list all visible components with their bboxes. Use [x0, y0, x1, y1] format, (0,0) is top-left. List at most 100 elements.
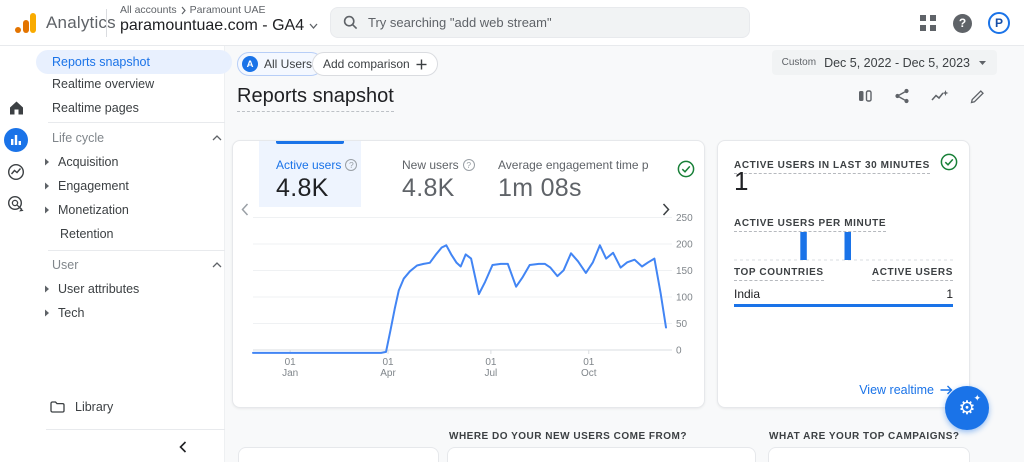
svg-text:Apr: Apr — [380, 368, 396, 379]
page-title: Reports snapshot — [237, 85, 394, 112]
sidebar-item-realtime-overview[interactable]: Realtime overview — [52, 77, 155, 91]
header-divider — [106, 9, 107, 37]
add-comparison-button[interactable]: Add comparison — [312, 52, 438, 76]
advertising-icon[interactable] — [4, 192, 28, 216]
svg-text:01: 01 — [583, 357, 595, 368]
country-bar — [734, 304, 953, 307]
fab-gear-icon: ⚙ — [958, 397, 976, 419]
sidebar-item-realtime-pages[interactable]: Realtime pages — [52, 101, 139, 115]
sidebar-item-library[interactable]: Library — [50, 400, 113, 414]
view-realtime-link[interactable]: View realtime — [859, 383, 953, 397]
tabs-scroll-left-icon[interactable] — [241, 203, 249, 216]
share-icon[interactable] — [894, 88, 910, 104]
home-icon[interactable] — [4, 96, 28, 120]
active-users-header: ACTIVE USERS — [871, 267, 953, 281]
sidebar-item-retention[interactable]: Retention — [44, 227, 114, 241]
nav-rail: ⚙ — [0, 46, 32, 462]
add-comparison-label: Add comparison — [323, 57, 410, 71]
expand-arrow-icon — [45, 309, 49, 317]
avatar[interactable]: P — [988, 12, 1010, 34]
chevron-up-icon — [212, 135, 222, 141]
sidebar-item-monetization[interactable]: Monetization — [44, 203, 129, 217]
search-placeholder: Try searching "add web stream" — [368, 15, 552, 30]
section-user[interactable]: User — [52, 258, 222, 272]
breadcrumb-root: All accounts — [120, 4, 177, 16]
explore-icon[interactable] — [4, 160, 28, 184]
segment-chip-all-users[interactable]: A All Users — [237, 52, 324, 76]
realtime-card: ACTIVE USERS IN LAST 30 MINUTES 1 ACTIVE… — [717, 140, 970, 408]
sidebar-item-acquisition[interactable]: Acquisition — [44, 155, 118, 169]
property-caret-icon — [309, 23, 318, 29]
data-quality-check-icon[interactable] — [677, 160, 695, 178]
new-users-section-header: WHERE DO YOUR NEW USERS COME FROM? — [449, 431, 687, 442]
analytics-logo[interactable]: Analytics — [14, 11, 116, 35]
svg-text:01: 01 — [285, 357, 297, 368]
sub-item-label: Acquisition — [58, 155, 119, 169]
bottom-card-new-users — [447, 447, 756, 462]
sidebar-item-user-attributes[interactable]: User attributes — [44, 282, 139, 296]
svg-text:Jan: Jan — [282, 368, 298, 379]
date-caret-icon — [979, 60, 986, 65]
top-countries-header: TOP COUNTRIES — [734, 267, 824, 281]
expand-arrow-icon — [45, 182, 49, 190]
sidebar-item-tech[interactable]: Tech — [44, 306, 84, 320]
help-glyph: ? — [958, 16, 967, 30]
property-name: paramountuae.com - GA4 — [120, 17, 305, 34]
country-name: India — [734, 287, 761, 301]
metric-tab-new-users[interactable]: New users ? 4.8K — [381, 141, 481, 207]
sub-item-label: Tech — [58, 306, 85, 320]
metric-tab-avg-engagement[interactable]: Average engagement time per active us 1m… — [491, 141, 649, 207]
svg-text:200: 200 — [676, 240, 693, 251]
metric-help-icon[interactable]: ? — [345, 159, 358, 171]
edit-comparisons-icon[interactable] — [857, 88, 873, 104]
metric-value: 4.8K — [276, 174, 329, 202]
bottom-card-campaigns — [768, 447, 970, 462]
metric-value: 4.8K — [402, 174, 455, 202]
reports-icon[interactable] — [4, 128, 28, 152]
per-minute-label: ACTIVE USERS PER MINUTE — [734, 218, 887, 232]
sub-item-label: Monetization — [58, 203, 129, 217]
svg-text:Jul: Jul — [484, 368, 497, 379]
metric-label: Active users — [276, 158, 342, 172]
reports-sidebar: Reports snapshot Realtime overview Realt… — [32, 46, 232, 462]
svg-text:Oct: Oct — [581, 368, 597, 379]
section-label: User — [52, 258, 79, 272]
property-selector[interactable]: All accounts Paramount UAE paramountuae.… — [120, 4, 318, 35]
overview-metrics-card: Active users ? 4.8K New users ? 4.8K Ave… — [232, 140, 705, 408]
realtime-title: ACTIVE USERS IN LAST 30 MINUTES — [734, 160, 930, 174]
search-input[interactable]: Try searching "add web stream" — [330, 7, 750, 38]
svg-text:150: 150 — [676, 266, 693, 277]
section-life-cycle[interactable]: Life cycle — [52, 131, 222, 145]
metric-tab-active-users[interactable]: Active users ? 4.8K — [259, 141, 361, 207]
fab-sparkle-icon: ✦ — [973, 393, 981, 403]
expand-arrow-icon — [45, 158, 49, 166]
segment-chip-label: All Users — [264, 57, 313, 71]
sub-item-label: User attributes — [58, 282, 140, 296]
expand-arrow-icon — [45, 206, 49, 214]
metric-value: 1m 08s — [498, 174, 582, 202]
help-icon[interactable]: ? — [953, 13, 972, 33]
segment-a-badge: A — [242, 56, 258, 72]
sidebar-item-engagement[interactable]: Engagement — [44, 179, 129, 193]
top-header: Analytics All accounts Paramount UAE par… — [0, 0, 1024, 46]
library-folder-icon — [50, 401, 65, 413]
apps-grid-icon[interactable] — [919, 14, 937, 32]
library-label: Library — [75, 400, 114, 414]
metric-help-icon[interactable]: ? — [462, 159, 475, 171]
metric-label: Average engagement time per active us — [498, 158, 649, 172]
arrow-right-icon — [940, 385, 953, 395]
insights-icon[interactable] — [931, 88, 949, 104]
sidebar-item-reports-snapshot[interactable]: Reports snapshot — [36, 50, 232, 74]
data-quality-check-icon[interactable] — [940, 153, 958, 171]
metric-help-glyph: ? — [348, 160, 354, 170]
collapse-sidebar-icon[interactable] — [174, 438, 192, 456]
date-range-picker[interactable]: Custom Dec 5, 2022 - Dec 5, 2023 — [771, 50, 997, 75]
chevron-up-icon — [212, 262, 222, 268]
svg-text:250: 250 — [676, 213, 693, 224]
tabs-scroll-right-icon[interactable] — [662, 203, 670, 216]
bottom-card-left — [238, 447, 439, 462]
edit-pencil-icon[interactable] — [970, 89, 985, 104]
search-icon — [343, 15, 358, 30]
insights-fab-button[interactable]: ⚙ ✦ — [945, 386, 989, 430]
